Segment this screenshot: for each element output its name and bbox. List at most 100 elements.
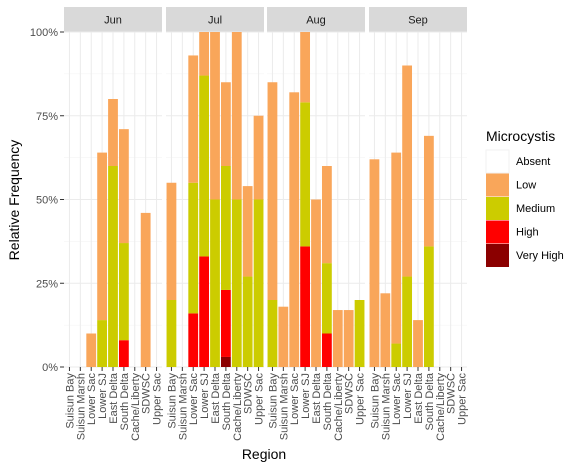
x-tick-label: Suisun Marsh (75, 373, 87, 440)
x-tick-label: Suisun Bay (64, 373, 76, 429)
y-axis: 0% 25% 50% 75% 100% (30, 27, 64, 374)
bar-segment-low (332, 310, 343, 367)
bar-segment-high (300, 246, 311, 367)
bar-segment-low (300, 32, 311, 103)
x-tick-label: South Delta (221, 372, 233, 430)
facet-strip (166, 7, 264, 32)
legend-title: Microcystis (486, 128, 555, 144)
bar-segment-low (86, 333, 97, 367)
bar-segment-low (140, 212, 151, 367)
x-tick-label: South Delta (119, 372, 131, 430)
x-tick-label: Suisun Marsh (380, 373, 392, 440)
bar-segment-medium (300, 102, 311, 247)
bar-segment-medium (188, 182, 199, 314)
bar-segment-low (289, 92, 300, 368)
x-tick-label: Suisun Bay (267, 373, 279, 429)
bar-segment-low (108, 99, 118, 166)
bar-segment-high (220, 289, 231, 357)
facet-strip-label: Aug (306, 15, 326, 27)
bar-segment-low (321, 166, 332, 264)
x-tick-label: Upper Sac (355, 373, 367, 425)
bar-segment-low (278, 306, 289, 367)
bar-segment-low (369, 159, 380, 367)
x-tick-label: South Delta (424, 372, 436, 430)
y-tick-label: 75% (36, 111, 58, 123)
bar-segment-medium (199, 75, 210, 257)
x-tick-label: Cache/Liberty (435, 373, 447, 441)
bar-segment-high (199, 256, 210, 367)
bar-segment-medium (267, 300, 278, 367)
bar-segment-high (188, 313, 199, 367)
y-axis-title: Relative Frequency (6, 140, 22, 261)
bar-segment-low (267, 82, 278, 300)
y-tick-label: 25% (36, 278, 58, 290)
bar-segment-low (97, 152, 108, 321)
facet-strip-label: Jun (104, 15, 122, 27)
x-tick-label: South Delta (322, 372, 334, 430)
x-tick-label: Cache/Liberty (232, 373, 244, 441)
bar-segment-low (402, 65, 413, 277)
x-tick-label: Suisun Marsh (278, 373, 290, 440)
facet-strip (369, 7, 467, 32)
x-tick-label: Upper Sac (457, 373, 469, 425)
bar-segment-low (253, 115, 264, 200)
bar-segment-medium (321, 263, 332, 334)
bar-segment-medium (166, 300, 177, 367)
x-tick-label: Upper Sac (254, 373, 266, 425)
bar-segment-very-high (220, 356, 231, 367)
bar-segment-low (413, 320, 423, 367)
bar-segment-low (166, 182, 177, 300)
bar-segment-low (242, 186, 253, 277)
x-tick-label: East Delta (210, 372, 222, 424)
bar-segment-medium (391, 343, 402, 367)
bar-segment-medium (220, 166, 231, 290)
facet-strip-label: Jul (208, 15, 222, 27)
bar-segment-medium (242, 276, 253, 367)
bar-segment-medium (423, 246, 434, 367)
bar-segment-medium (210, 199, 220, 367)
legend-key-absent (485, 149, 510, 174)
bar-segment-low (210, 32, 220, 200)
bar-segment-low (391, 152, 402, 344)
bar-segment-low (311, 199, 321, 367)
facet-strip-label: Sep (408, 15, 428, 27)
legend-label: Very High (516, 250, 564, 262)
y-tick-label: 0% (42, 362, 58, 374)
bar-segment-low (343, 310, 354, 367)
x-tick-label: Lower Sac (188, 373, 200, 425)
legend-key-low (486, 173, 509, 197)
x-tick-label: SDWSC (446, 373, 458, 414)
x-tick-label: Suisun Bay (369, 373, 381, 429)
x-axis-title: Region (242, 446, 286, 462)
x-tick-label: Cache/Liberty (130, 373, 142, 441)
legend-key-high (486, 220, 509, 244)
x-tick-label: Lower SJ (300, 373, 312, 419)
x-tick-label: East Delta (311, 372, 323, 424)
x-tick-label: Lower SJ (199, 373, 211, 419)
legend-label: High (516, 227, 539, 239)
bar-segment-high (321, 333, 332, 367)
x-tick-label: East Delta (413, 372, 425, 424)
legend-label: Absent (516, 156, 550, 168)
y-tick-label: 100% (30, 27, 58, 39)
x-tick-label: Lower SJ (402, 373, 414, 419)
legend-key-medium (486, 197, 509, 220)
facet-strip (267, 7, 365, 32)
bar-segment-medium (354, 300, 365, 367)
bar-segment-medium (108, 166, 118, 367)
y-tick-label: 50% (36, 195, 58, 207)
bar-segment-low (199, 32, 210, 76)
bar-segment-medium (97, 320, 108, 367)
bar-segment-high (118, 340, 129, 367)
x-tick-label: Suisun Bay (166, 373, 178, 429)
bar-segment-medium (253, 199, 264, 367)
x-tick-label: SDWSC (243, 373, 255, 414)
x-tick-label: Lower Sac (289, 373, 301, 425)
bar-segment-low (231, 32, 242, 200)
bar-segment-medium (402, 276, 413, 367)
